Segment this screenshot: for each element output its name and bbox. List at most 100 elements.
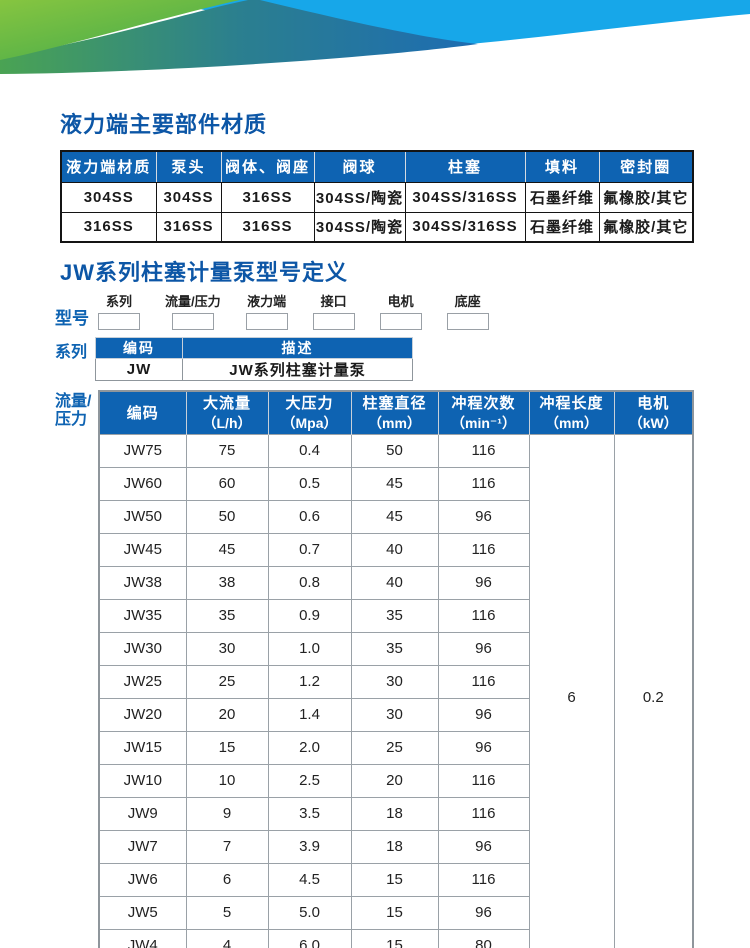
cell-flow: 9: [185, 796, 269, 831]
cell-motor-merged: 0.2: [613, 433, 694, 948]
cell-diameter: 30: [350, 697, 439, 732]
model-field-motor: 电机: [379, 291, 422, 330]
cell-code: JW45: [98, 532, 187, 567]
cell-pressure: 0.4: [267, 433, 352, 468]
cell-pressure: 2.5: [267, 763, 352, 798]
column-header: 大流量 （L/h）: [185, 391, 268, 434]
cell-pressure: 3.9: [267, 829, 352, 864]
cell-code: JW6: [98, 862, 187, 897]
header-name: 大压力: [285, 395, 334, 413]
model-number-definition: 型号 系列 流量/压力 液力端 接口 电机 底座: [55, 291, 750, 330]
table-row: JW25 25 1.2 30 116: [98, 664, 693, 699]
cell-pressure: 1.0: [267, 631, 352, 666]
cell-pressure: 0.7: [267, 532, 352, 567]
cell-code: JW5: [98, 895, 187, 930]
cell-strokes: 96: [437, 730, 530, 765]
header-name: 电机: [637, 395, 670, 413]
cell-strokes: 96: [437, 895, 530, 930]
cell-pressure: 1.2: [267, 664, 352, 699]
cell-stroke-length-merged: 6: [528, 433, 615, 948]
cell-diameter: 25: [350, 730, 439, 765]
flow-label-line2: 压力: [55, 411, 88, 429]
model-field-hydraulic-end: 液力端: [245, 291, 288, 330]
cell-strokes: 116: [437, 862, 530, 897]
flow-pressure-table: 编码 大流量 （L/h） 大压力 （Mpa） 柱塞直径 （mm） 冲程次数 （min⁻¹…: [98, 390, 694, 948]
cell: 316SS: [220, 211, 315, 243]
cell: JW: [95, 358, 184, 381]
materials-table: 液力端材质 泵头 阀体、阀座 阀球 柱塞 填料 密封圈 304SS 304SS …: [60, 150, 694, 243]
header-name: 冲程次数: [451, 395, 516, 413]
cell-pressure: 0.9: [267, 598, 352, 633]
cell-code: JW7: [98, 829, 187, 864]
table-row: JW7 7 3.9 18 96: [98, 829, 693, 864]
table-row: JW45 45 0.7 40 116: [98, 532, 693, 567]
cell: 石墨纤维: [524, 181, 600, 213]
cell-strokes: 96: [437, 697, 530, 732]
column-header: 密封圈: [598, 151, 693, 183]
table-row: JW JW系列柱塞计量泵: [95, 358, 414, 381]
cell-flow: 45: [185, 532, 269, 567]
cell-pressure: 1.4: [267, 697, 352, 732]
table-row: JW5 5 5.0 15 96: [98, 895, 693, 930]
cell-code: JW20: [98, 697, 187, 732]
header-unit: （L/h）: [202, 415, 252, 432]
cell-pressure: 0.8: [267, 565, 352, 600]
cell: 316SS: [155, 211, 222, 243]
cell-flow: 30: [185, 631, 269, 666]
cell: 304SS/316SS: [404, 211, 526, 243]
cell-code: JW38: [98, 565, 187, 600]
cell: 304SS/316SS: [404, 181, 526, 213]
cell-code: JW9: [98, 796, 187, 831]
cell-strokes: 80: [437, 928, 530, 948]
column-header: 柱塞: [404, 151, 525, 183]
materials-header-row: 液力端材质 泵头 阀体、阀座 阀球 柱塞 填料 密封圈: [61, 151, 693, 183]
header-name: 柱塞直径: [362, 395, 427, 413]
banner-swoosh-shapes: [0, 0, 750, 74]
cell-flow: 20: [185, 697, 269, 732]
column-header: 大压力 （Mpa）: [267, 391, 351, 434]
banner-teal-shape: [0, 0, 478, 74]
header-unit: （kW）: [628, 415, 678, 432]
field-label: 液力端: [247, 294, 287, 309]
cell-code: JW50: [98, 499, 187, 534]
cell-strokes: 116: [437, 532, 530, 567]
column-header: 液力端材质: [61, 151, 156, 183]
cell-pressure: 0.5: [267, 466, 352, 501]
table-row: JW60 60 0.5 45 116: [98, 466, 693, 501]
cell-flow: 7: [185, 829, 269, 864]
cell-flow: 75: [185, 433, 269, 468]
cell-diameter: 35: [350, 631, 439, 666]
flow-label-line1: 流量/: [55, 393, 92, 410]
cell: 氟橡胶/其它: [598, 211, 694, 243]
cell-code: JW35: [98, 598, 187, 633]
cell-pressure: 5.0: [267, 895, 352, 930]
series-label: 系列: [55, 344, 88, 361]
column-header: 柱塞直径 （mm）: [350, 391, 438, 434]
banner-graphic: [0, 0, 750, 95]
cell-code: JW15: [98, 730, 187, 765]
cell: 304SS: [155, 181, 222, 213]
cell-code: JW10: [98, 763, 187, 798]
cell-flow: 4: [185, 928, 269, 948]
series-section: 系列 编码 描述 JW JW系列柱塞计量泵: [55, 337, 750, 381]
cell-diameter: 15: [350, 862, 439, 897]
series-table: 编码 描述 JW JW系列柱塞计量泵: [95, 337, 414, 381]
cell-pressure: 2.0: [267, 730, 352, 765]
cell-strokes: 116: [437, 796, 530, 831]
cell-strokes: 116: [437, 598, 530, 633]
header-unit: （min⁻¹）: [451, 415, 516, 432]
cell-flow: 10: [185, 763, 269, 798]
cell-flow: 60: [185, 466, 269, 501]
cell-pressure: 0.6: [267, 499, 352, 534]
header-name: 大流量: [202, 395, 251, 413]
cell: JW系列柱塞计量泵: [182, 358, 414, 381]
cell-strokes: 96: [437, 499, 530, 534]
header-unit: （Mpa）: [281, 415, 338, 432]
column-header: 填料: [524, 151, 599, 183]
column-header: 阀体、阀座: [220, 151, 314, 183]
cell-diameter: 18: [350, 829, 439, 864]
cell-diameter: 30: [350, 664, 439, 699]
table-row: JW6 6 4.5 15 116: [98, 862, 693, 897]
cell-flow: 35: [185, 598, 269, 633]
cell-flow: 25: [185, 664, 269, 699]
